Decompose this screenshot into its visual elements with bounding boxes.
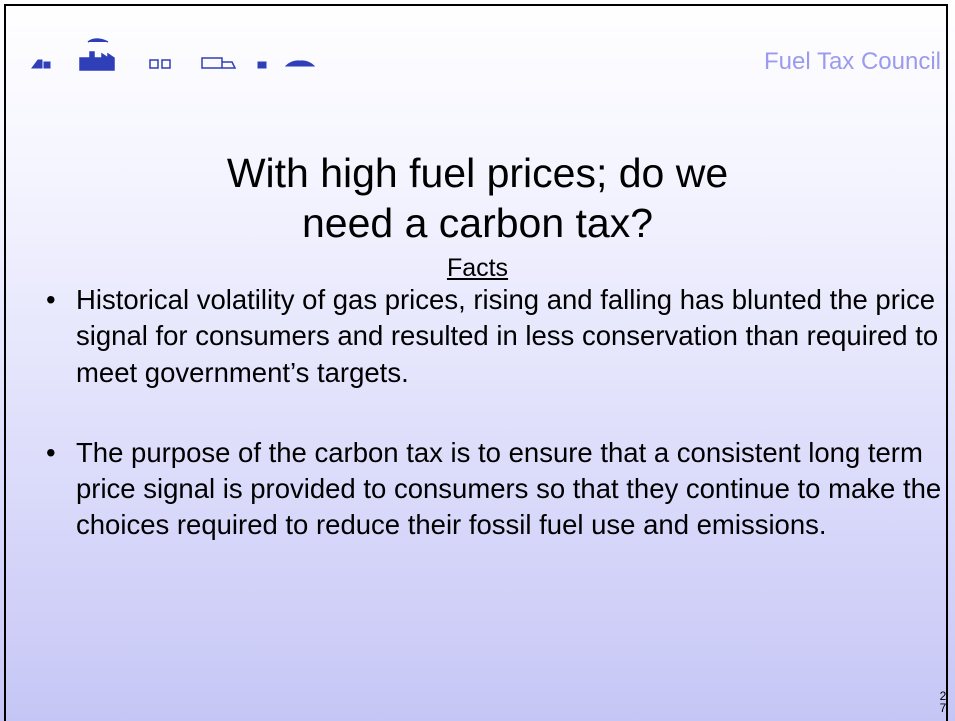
icon-tanks: [149, 59, 171, 69]
page-number: 27: [939, 689, 947, 715]
brand: Fuel Tax Council: [764, 48, 941, 75]
bullet: Historical volatility of gas prices, ris…: [46, 282, 946, 391]
bullet-list: Historical volatility of gas prices, ris…: [40, 282, 946, 588]
title-line: need a carbon tax?: [301, 200, 654, 246]
icon-truck: [201, 57, 237, 69]
title-line: With high fuel prices; do we: [226, 150, 729, 196]
subheading: Facts: [446, 254, 509, 282]
icon-pump: [31, 59, 51, 69]
icon-factory: [79, 38, 115, 71]
icon-bus: [257, 61, 267, 69]
slide-frame: [4, 4, 948, 721]
slide-title: With high fuel prices; do we need a carb…: [0, 148, 955, 248]
header-icons: [31, 38, 316, 71]
bullet: The purpose of the carbon tax is to ensu…: [46, 435, 946, 544]
icon-car: [284, 60, 316, 67]
